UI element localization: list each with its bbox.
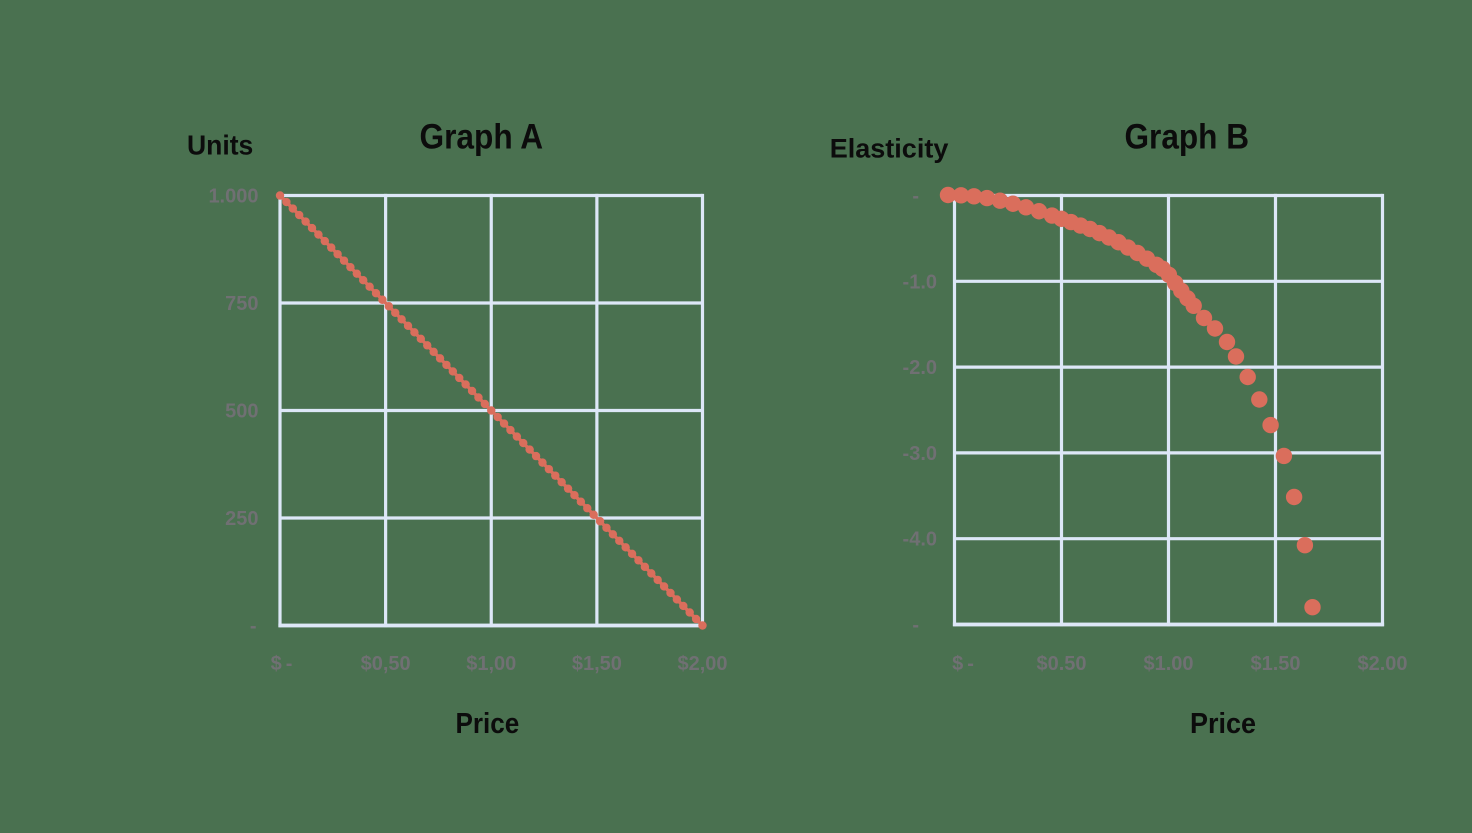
svg-text:$1,50: $1,50 (572, 653, 622, 675)
svg-text:Graph A: Graph A (420, 117, 544, 156)
svg-text:-3.0: -3.0 (903, 443, 937, 465)
svg-text:$1.00: $1.00 (1143, 653, 1193, 675)
svg-text:Price: Price (1190, 708, 1256, 740)
svg-text:-: - (912, 186, 919, 208)
svg-text:-: - (250, 616, 257, 638)
svg-text:250: 250 (225, 508, 258, 530)
svg-text:1.000: 1.000 (208, 186, 258, 208)
svg-text:-1.0: -1.0 (903, 271, 937, 293)
svg-text:-4.0: -4.0 (903, 529, 937, 551)
svg-text:500: 500 (225, 401, 258, 423)
svg-text:$2,00: $2,00 (677, 653, 727, 675)
svg-text:$ -: $ - (271, 653, 293, 675)
svg-text:$0,50: $0,50 (361, 653, 411, 675)
svg-text:$0.50: $0.50 (1036, 653, 1086, 675)
svg-text:Graph B: Graph B (1125, 117, 1250, 156)
svg-text:$ -: $ - (952, 653, 974, 675)
svg-text:Price: Price (456, 708, 520, 740)
svg-text:$1,00: $1,00 (466, 653, 516, 675)
svg-text:$2.00: $2.00 (1357, 653, 1407, 675)
svg-text:$1.50: $1.50 (1250, 653, 1300, 675)
svg-text:-2.0: -2.0 (903, 357, 937, 379)
svg-text:Elasticity: Elasticity (830, 134, 949, 164)
svg-text:-: - (912, 615, 919, 637)
svg-text:750: 750 (225, 293, 258, 315)
svg-text:Units: Units (187, 130, 253, 161)
